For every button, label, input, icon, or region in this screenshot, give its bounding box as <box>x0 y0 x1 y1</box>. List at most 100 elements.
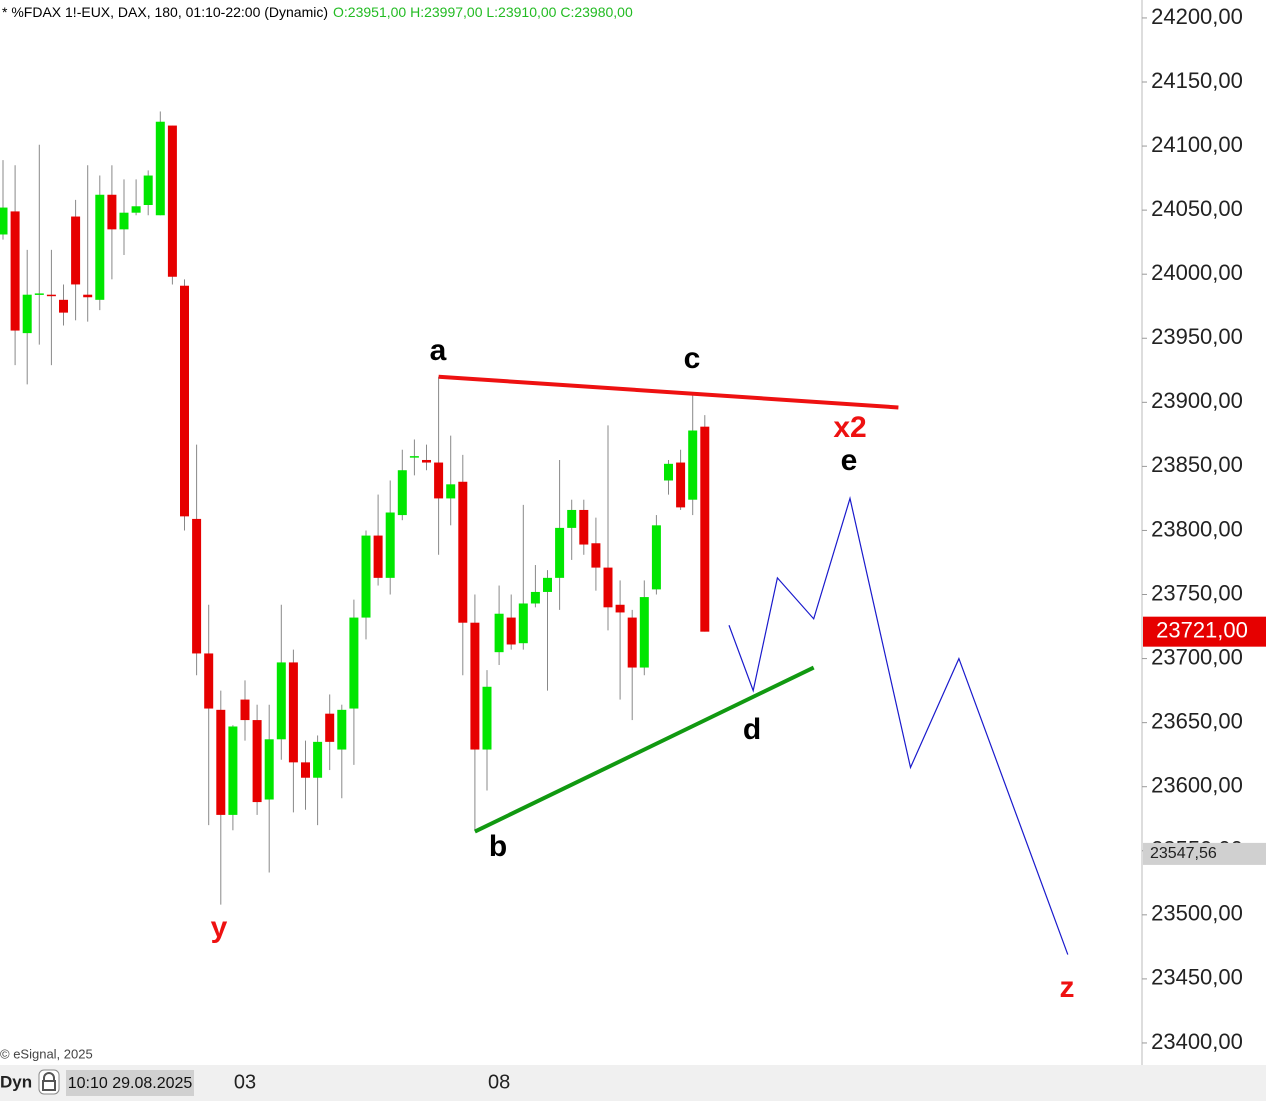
y-tick-label: 23850,00 <box>1151 452 1243 477</box>
candle-body <box>627 617 637 668</box>
candle-body <box>434 462 444 499</box>
candle-body <box>34 293 44 295</box>
wave-label: a <box>430 334 447 367</box>
copyright: © eSignal, 2025 <box>0 1046 93 1061</box>
candle-body <box>95 194 105 300</box>
candle-body <box>240 699 250 721</box>
candle-body <box>349 617 359 709</box>
candle-body <box>409 456 419 458</box>
candle-body <box>651 525 661 590</box>
cursor-date: 10:10 29.08.2025 <box>68 1075 193 1092</box>
last-price-label: 23721,00 <box>1156 617 1248 642</box>
price-axis <box>1142 0 1266 1065</box>
annotation-line <box>438 374 899 410</box>
candle-body <box>192 518 202 654</box>
candle-body <box>71 216 81 285</box>
candle-body <box>83 294 93 298</box>
y-tick-label: 23500,00 <box>1151 901 1243 926</box>
candle-body <box>543 577 552 592</box>
candle-body <box>167 125 177 277</box>
date-box <box>66 1070 194 1096</box>
lock-body <box>42 1080 56 1091</box>
header: * %FDAX 1!-EUX, DAX, 180, 01:10-22:00 (D… <box>2 4 633 20</box>
candle-body <box>46 294 56 297</box>
candle-body <box>204 653 214 709</box>
wave-label: b <box>489 830 507 863</box>
candle-body <box>385 512 395 578</box>
ohlc: O:23951,00 H:23997,00 L:23910,00 C:23980… <box>333 4 633 20</box>
candle-body <box>288 662 298 763</box>
wave-label: e <box>841 444 858 477</box>
chart-title: * %FDAX 1!-EUX, DAX, 180, 01:10-22:00 (D… <box>2 4 328 20</box>
wave-label: c <box>684 342 701 375</box>
candle-body <box>530 591 540 604</box>
y-tick-label: 23950,00 <box>1151 324 1243 349</box>
candle-body <box>337 709 347 750</box>
y-tick-label: 23700,00 <box>1151 644 1243 669</box>
time-axis <box>0 1065 1266 1101</box>
wave-label: z <box>1060 971 1075 1004</box>
candle-body <box>482 686 492 750</box>
candle-body <box>301 762 310 778</box>
candle-body <box>591 543 601 568</box>
candle-body <box>155 121 165 216</box>
candle-body <box>494 613 504 653</box>
candle-body <box>313 741 323 778</box>
candle-body <box>664 463 673 481</box>
candle-body <box>603 567 613 608</box>
y-tick-label: 24150,00 <box>1151 68 1243 93</box>
candle-body <box>639 597 649 668</box>
candle-body <box>688 430 698 500</box>
candle-body <box>397 470 407 516</box>
wave-label: d <box>743 713 761 746</box>
candle-body <box>107 194 117 230</box>
wave-label: x2 <box>833 411 866 444</box>
annotation-line <box>728 496 1069 955</box>
y-tick-label: 23750,00 <box>1151 580 1243 605</box>
y-tick-label: 24000,00 <box>1151 260 1243 285</box>
lock-shackle <box>43 1072 55 1082</box>
mode: Dyn <box>0 1072 32 1091</box>
candle-body <box>579 509 589 545</box>
candle-body <box>22 294 32 334</box>
candle-body <box>422 459 431 463</box>
y-tick-label: 24100,00 <box>1151 132 1243 157</box>
candle-body <box>180 285 189 517</box>
candle-body <box>458 481 468 623</box>
candle-body <box>59 299 68 313</box>
lock-icon[interactable] <box>38 1069 60 1095</box>
candle-body <box>470 622 480 750</box>
candle-body <box>555 527 565 578</box>
y-tick-label: 23600,00 <box>1151 773 1243 798</box>
y-tick-label: 23450,00 <box>1151 965 1243 990</box>
annotation-line <box>474 665 815 834</box>
cursor-price-box <box>1143 842 1266 865</box>
candle-body <box>676 462 686 508</box>
candle-body <box>252 720 262 803</box>
cursor-price-label: 23547,56 <box>1150 845 1217 862</box>
y-tick-label: 24200,00 <box>1151 4 1243 29</box>
candle-body <box>373 535 383 578</box>
candle-body <box>276 662 286 740</box>
x-tick-label: 03 <box>234 1071 256 1093</box>
candle-body <box>700 426 710 632</box>
candle-body <box>143 175 153 206</box>
candle-body <box>325 713 335 742</box>
candle-body <box>506 617 516 645</box>
y-tick-label: 24050,00 <box>1151 196 1243 221</box>
candle-body <box>518 603 528 644</box>
candle-body <box>567 509 577 528</box>
candle-body <box>119 212 129 230</box>
x-tick-label: 08 <box>488 1071 510 1093</box>
candle-body <box>615 604 625 613</box>
candle-body <box>216 709 226 815</box>
candle-body <box>228 726 238 815</box>
plot <box>0 111 710 905</box>
candle-body <box>131 206 141 213</box>
y-tick-label: 23400,00 <box>1151 1029 1243 1054</box>
candle-body <box>264 739 274 800</box>
candle-body <box>0 207 8 235</box>
candle-body <box>361 535 371 618</box>
